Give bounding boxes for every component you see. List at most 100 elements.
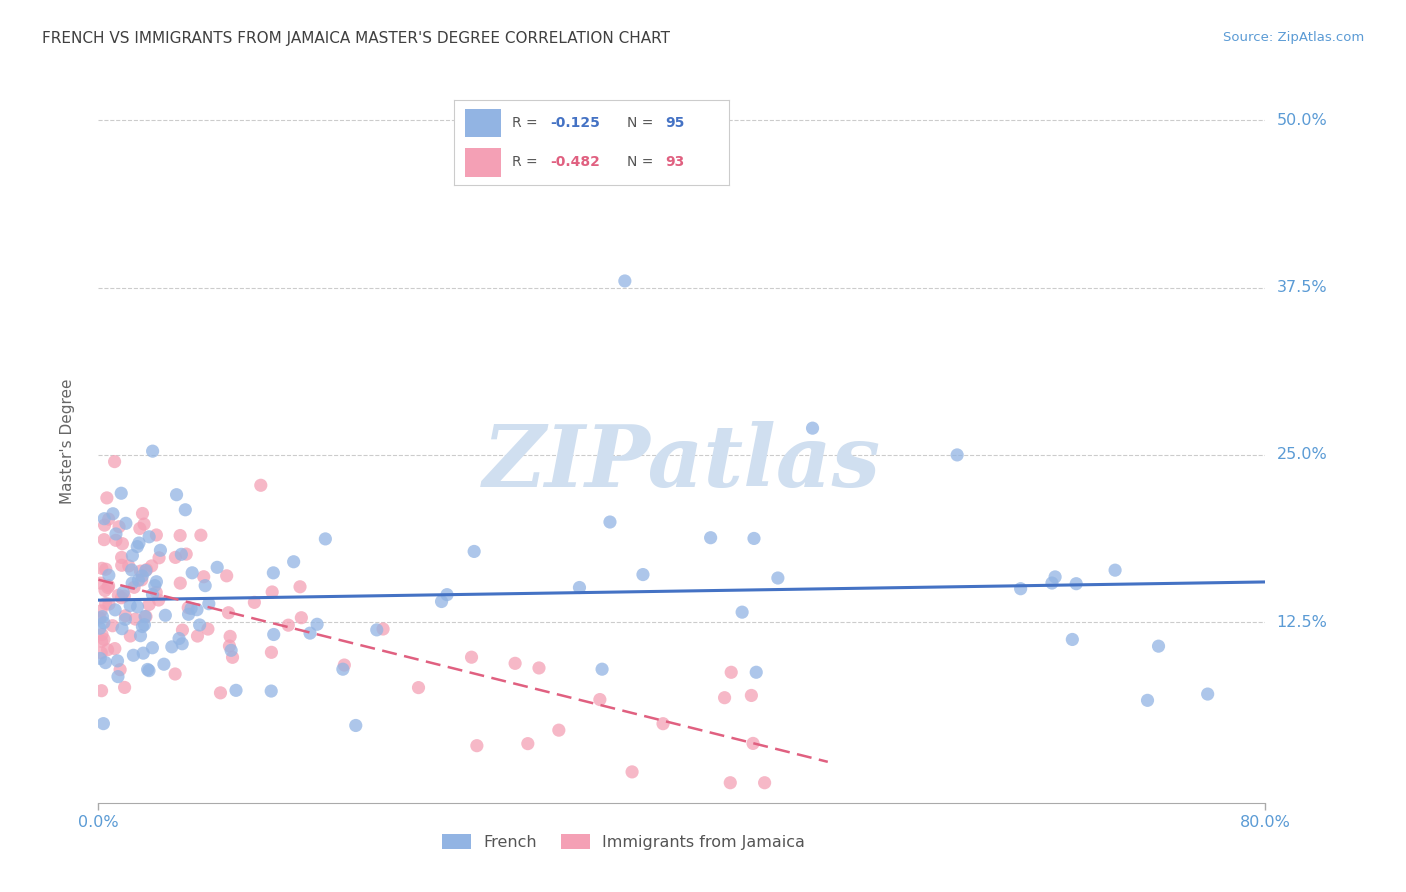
Point <box>97 581 120 595</box>
Point <box>745 665 768 680</box>
Point <box>103 455 125 469</box>
Point <box>149 543 172 558</box>
Point <box>165 667 187 681</box>
Point <box>129 629 152 643</box>
Point <box>599 515 621 529</box>
Point <box>121 563 143 577</box>
Point <box>699 531 721 545</box>
Point <box>131 507 153 521</box>
Point <box>186 603 208 617</box>
Point <box>720 665 742 680</box>
Point <box>172 623 194 637</box>
Point <box>180 601 202 615</box>
Point <box>132 517 155 532</box>
Point <box>221 650 243 665</box>
Point <box>436 588 458 602</box>
Point <box>1010 582 1032 596</box>
Point <box>145 574 167 589</box>
Point <box>141 558 163 573</box>
Point <box>90 561 112 575</box>
Point <box>283 555 305 569</box>
Point <box>177 600 200 615</box>
Point <box>194 579 217 593</box>
Point <box>93 615 115 630</box>
Point <box>527 661 550 675</box>
Point <box>135 564 157 578</box>
Point <box>114 681 136 695</box>
Point <box>290 611 312 625</box>
Point <box>307 617 329 632</box>
Point <box>111 558 134 573</box>
Point <box>134 617 156 632</box>
Point <box>160 640 183 654</box>
Point <box>120 629 142 643</box>
Point <box>170 547 193 561</box>
Point <box>174 547 197 561</box>
Point <box>1197 687 1219 701</box>
Point <box>101 618 124 632</box>
Point <box>177 607 200 622</box>
Point <box>430 594 453 608</box>
Point <box>1064 576 1087 591</box>
Text: ZIPatlas: ZIPatlas <box>482 421 882 505</box>
Point <box>591 662 613 676</box>
Point <box>118 558 141 573</box>
Text: FRENCH VS IMMIGRANTS FROM JAMAICA MASTER'S DEGREE CORRELATION CHART: FRENCH VS IMMIGRANTS FROM JAMAICA MASTER… <box>42 31 671 46</box>
Point <box>1147 639 1170 653</box>
Point <box>112 589 135 603</box>
Point <box>333 658 356 673</box>
Point <box>94 656 117 670</box>
Point <box>568 581 591 595</box>
Point <box>108 663 131 677</box>
Text: 12.5%: 12.5% <box>1277 615 1327 630</box>
Point <box>1104 563 1126 577</box>
Point <box>169 576 191 591</box>
Point <box>174 502 197 516</box>
Point <box>135 609 157 624</box>
Point <box>97 642 120 657</box>
Point <box>128 521 150 535</box>
Point <box>93 716 115 731</box>
Point <box>731 605 754 619</box>
Point <box>613 274 636 288</box>
Point <box>91 609 114 624</box>
Point <box>946 448 969 462</box>
Point <box>104 603 127 617</box>
Point <box>463 544 485 558</box>
Point <box>631 567 654 582</box>
Point <box>193 570 215 584</box>
Point <box>249 478 271 492</box>
Point <box>127 540 149 554</box>
Point <box>132 646 155 660</box>
Point <box>503 657 526 671</box>
Y-axis label: Master's Degree: Master's Degree <box>60 379 75 504</box>
Point <box>344 718 367 732</box>
Point <box>94 562 117 576</box>
Point <box>1062 632 1084 647</box>
Point <box>135 563 157 577</box>
Point <box>94 583 117 598</box>
Point <box>89 651 111 665</box>
Point <box>93 512 115 526</box>
Text: Source: ZipAtlas.com: Source: ZipAtlas.com <box>1223 31 1364 45</box>
Text: 50.0%: 50.0% <box>1277 113 1327 128</box>
Point <box>225 683 247 698</box>
Point <box>104 527 127 541</box>
Point <box>153 657 176 672</box>
Point <box>97 579 120 593</box>
Point <box>112 585 135 599</box>
Point <box>129 564 152 578</box>
Point <box>713 690 735 705</box>
Point <box>110 591 132 605</box>
Point <box>718 776 741 790</box>
Point <box>263 627 285 641</box>
Point <box>460 650 482 665</box>
Point <box>90 646 112 660</box>
Point <box>121 549 143 563</box>
Point <box>371 622 394 636</box>
Point <box>115 516 138 531</box>
Point <box>89 611 111 625</box>
Point <box>110 550 132 565</box>
Point <box>128 536 150 550</box>
Point <box>136 663 159 677</box>
